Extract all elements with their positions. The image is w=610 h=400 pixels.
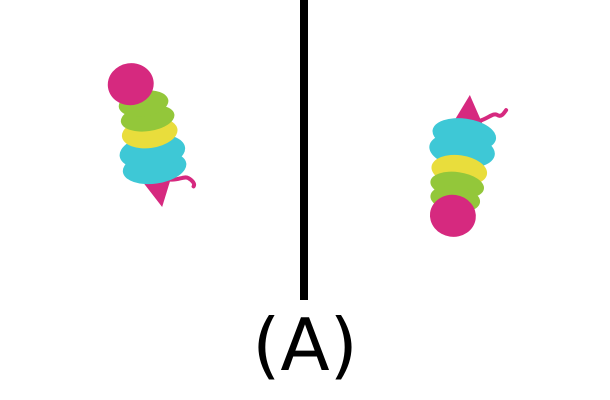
left-figure-tail	[168, 175, 197, 189]
figure-caption: (A)	[252, 303, 358, 387]
center-divider	[300, 0, 308, 300]
right-figure	[429, 94, 509, 237]
left-figure-head	[107, 63, 154, 106]
right-figure-tail	[478, 108, 509, 123]
right-figure-head	[429, 194, 476, 237]
right-figure-cone	[454, 94, 483, 123]
left-figure	[107, 63, 197, 208]
